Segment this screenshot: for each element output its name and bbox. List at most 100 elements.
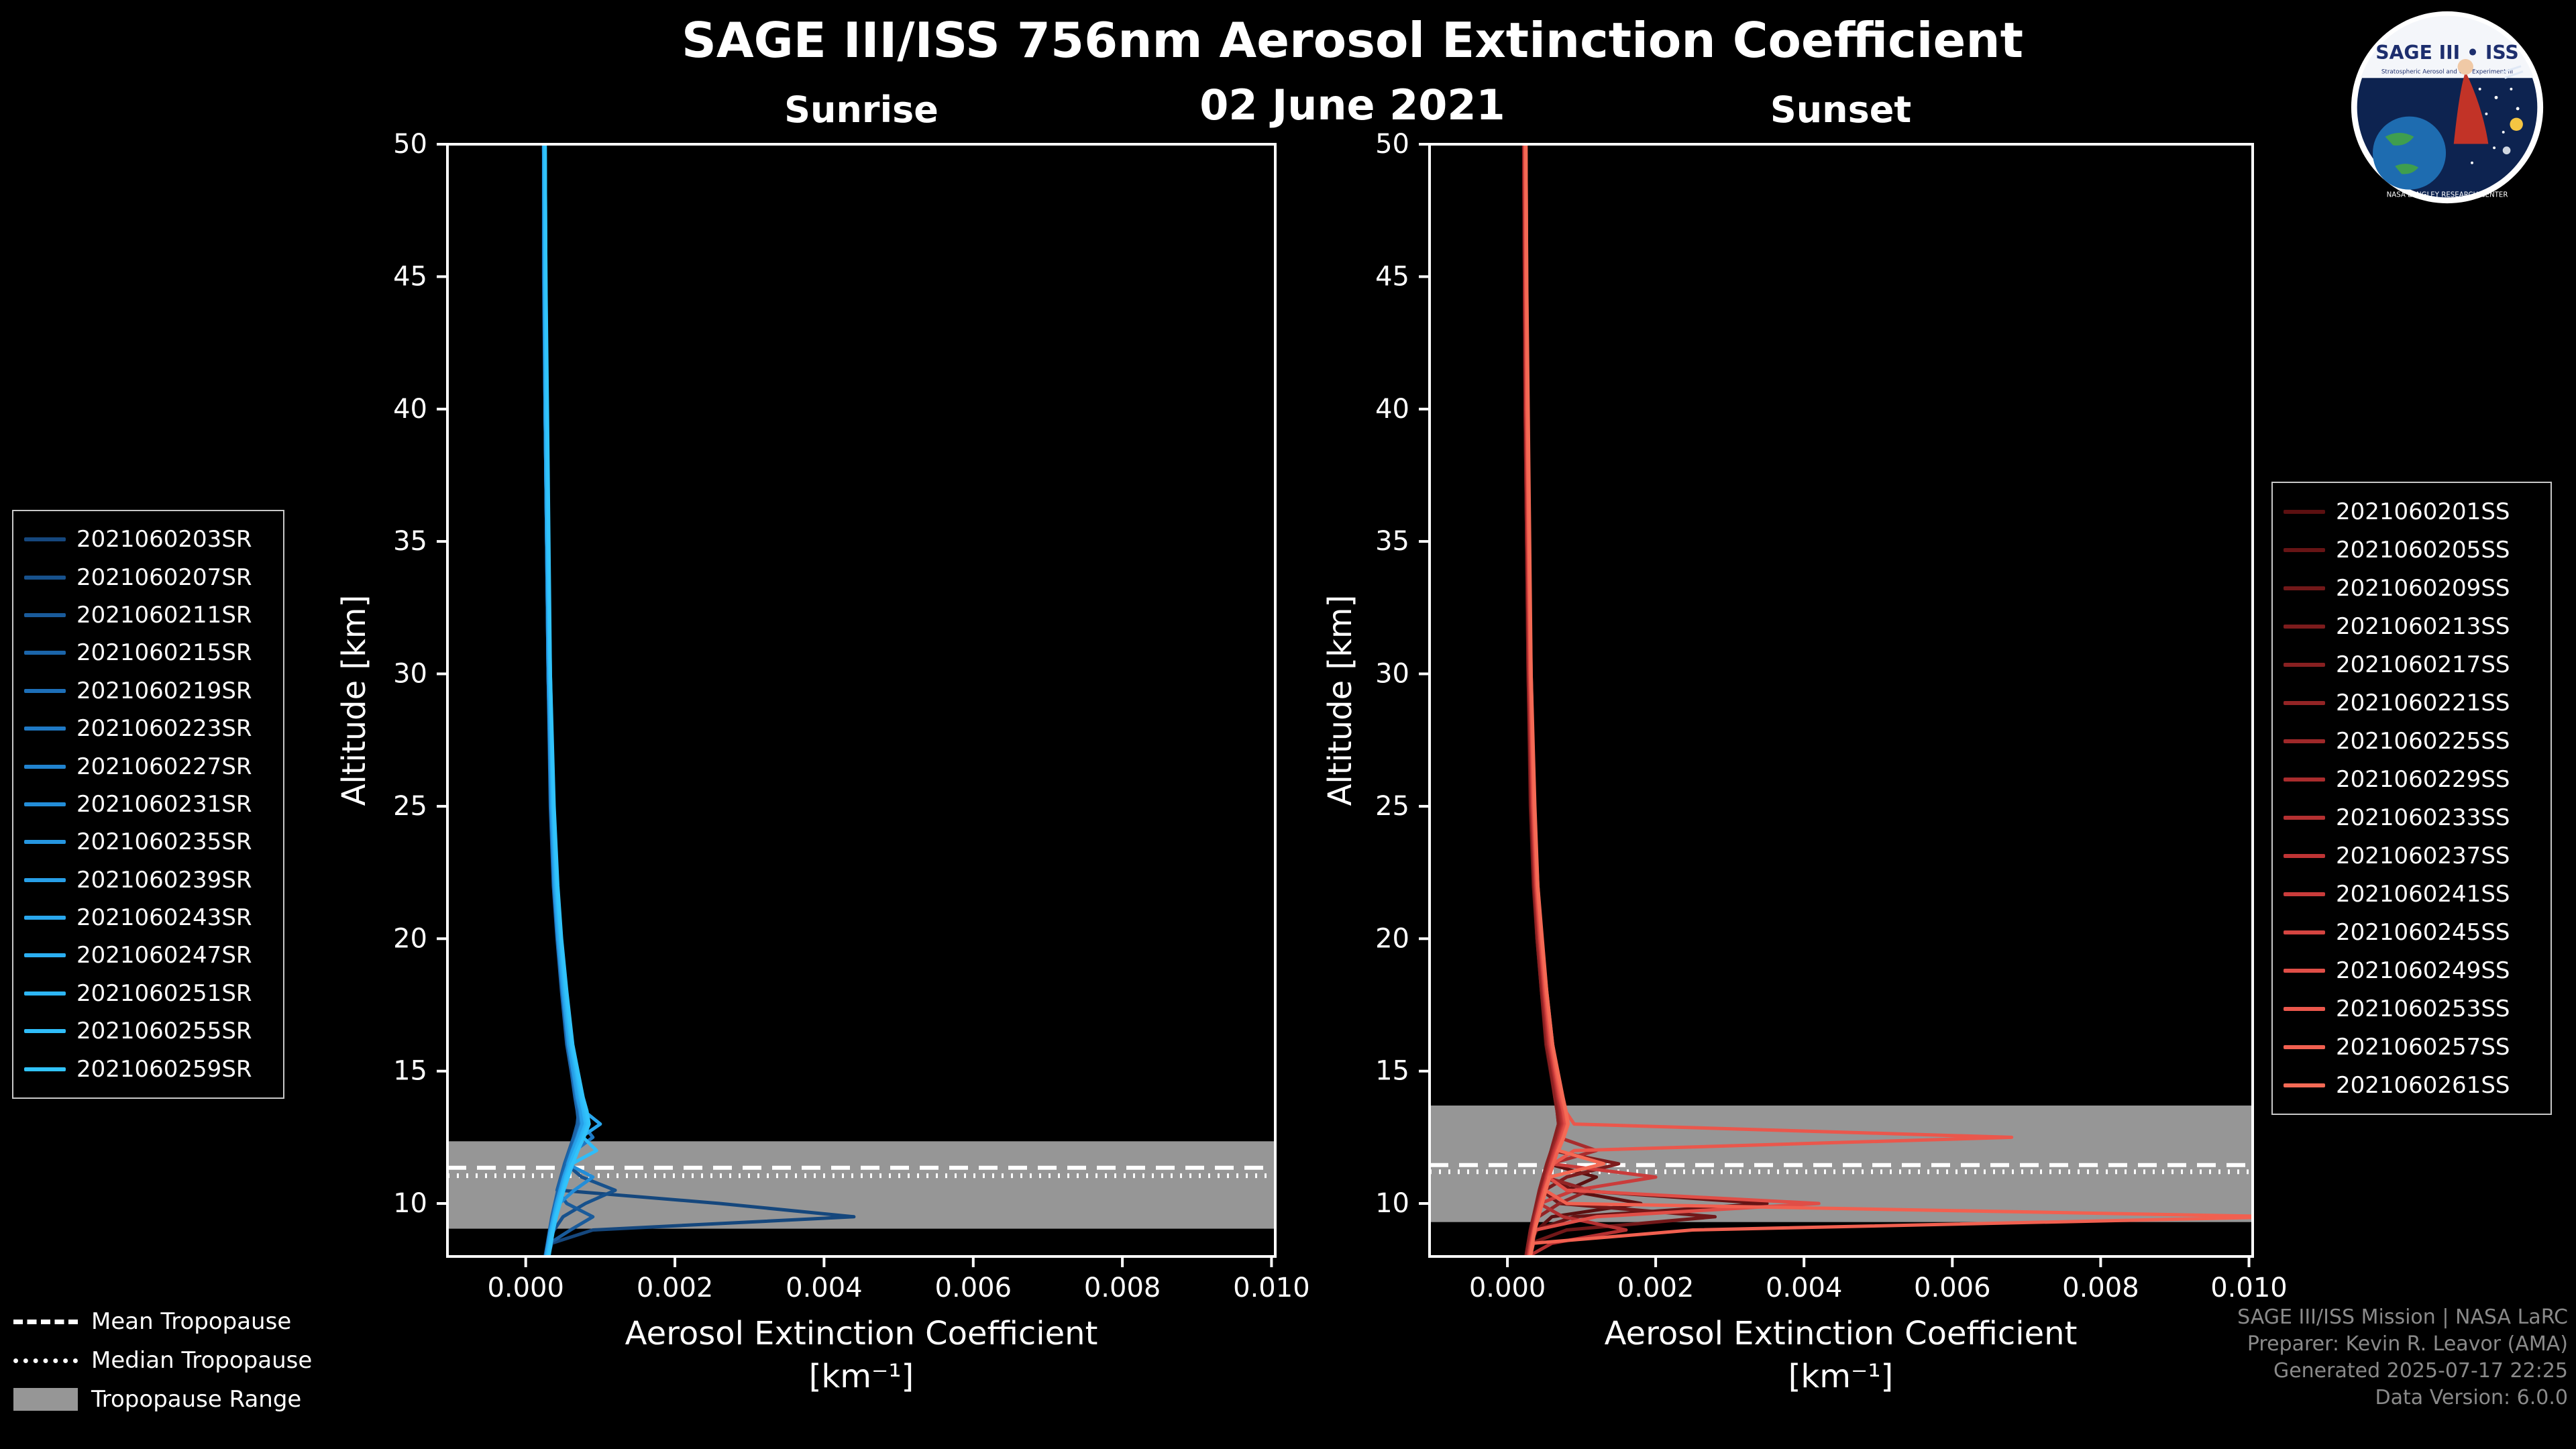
x-tick-label: 0.000: [1469, 1273, 1546, 1303]
legend-item: 2021060237SS: [2284, 838, 2540, 874]
x-tick-label: 0.010: [2210, 1273, 2288, 1303]
legend-item: 2021060217SS: [2284, 647, 2540, 683]
legend-item: 2021060221SS: [2284, 685, 2540, 721]
panel-sunrise: 0.000 0.002 0.004 0.006 0.008 0.010 10 15 20 25 30…: [393, 129, 1310, 1303]
legend-line-swatch: [2284, 1083, 2325, 1087]
x-tick-label: 0.004: [786, 1273, 863, 1303]
y-tick-label: 15: [393, 1056, 427, 1087]
x-tick-label: 0.006: [1914, 1273, 1991, 1303]
legend-item: 2021060225SS: [2284, 723, 2540, 759]
legend-line-swatch: [24, 575, 66, 580]
y-tick-label: 25: [1375, 791, 1409, 822]
x-axis-unit-text: [km⁻¹]: [808, 1358, 914, 1395]
legend-item: 2021060261SS: [2284, 1067, 2540, 1104]
profile-2021060261SS: [1524, 144, 1606, 1256]
legend-line-swatch: [24, 688, 66, 693]
legend-item: 2021060257SS: [2284, 1029, 2540, 1065]
y-tick-label: 25: [393, 791, 427, 822]
legend-item: 2021060235SR: [24, 824, 272, 860]
legend-item: 2021060209SS: [2284, 570, 2540, 606]
legend-line-swatch: [2284, 509, 2325, 514]
sage-iss-logo: SAGE III • ISS Stratospheric Aerosol and…: [2351, 11, 2544, 204]
legend-item-label: 2021060247SR: [76, 942, 252, 969]
legend-line-swatch: [2284, 968, 2325, 973]
legend-item-label: 2021060235SR: [76, 828, 252, 856]
legend-item-label: 2021060259SR: [76, 1055, 252, 1083]
y-tick-label: 15: [1375, 1056, 1409, 1087]
x-tick-label: 0.000: [487, 1273, 564, 1303]
legend-line-swatch: [2284, 777, 2325, 782]
x-axis-label-text: Aerosol Extinction Coefficient: [625, 1315, 1098, 1352]
plot-svg-sunrise: 0.000 0.002 0.004 0.006 0.008 0.010 10 15 20 25 30…: [393, 129, 1310, 1303]
legend-item: 2021060219SR: [24, 673, 272, 709]
legend-item-label: 2021060233SS: [2336, 804, 2510, 831]
dotted-line-swatch: [13, 1358, 78, 1363]
legend-item-label: 2021060213SS: [2336, 612, 2510, 640]
plot-svg-sunset: 0.000 0.002 0.004 0.006 0.008 0.010 10 15 20 25 30…: [1375, 129, 2288, 1303]
credit-preparer: Preparer: Kevin R. Leavor (AMA): [2247, 1332, 2568, 1356]
profile-2021060259SR: [543, 144, 591, 1256]
legend-line-swatch: [24, 840, 66, 845]
y-tick-label: 40: [1375, 394, 1409, 425]
legend-item-label: 2021060227SR: [76, 753, 252, 780]
legend-item: 2021060203SR: [24, 521, 272, 557]
legend-item: 2021060241SS: [2284, 876, 2540, 912]
legend-line-swatch: [2284, 930, 2325, 934]
sun-icon: [2510, 117, 2523, 131]
legend-line-swatch: [24, 764, 66, 769]
legend-line-swatch: [24, 916, 66, 920]
mean-tropopause-label: Mean Tropopause: [91, 1308, 292, 1335]
plot-frame: [446, 143, 1277, 1258]
legend-item: 2021060201SS: [2284, 494, 2540, 530]
profile-2021060249SS: [1523, 144, 1821, 1256]
robed-figure-icon: [2453, 58, 2489, 144]
legend-item: 2021060259SR: [24, 1051, 272, 1087]
legend-line-swatch: [24, 612, 66, 617]
credit-version: Data Version: 6.0.0: [2375, 1386, 2568, 1409]
earth-continent: [2395, 164, 2419, 174]
legend-item-label: 2021060203SR: [76, 526, 252, 553]
legend-item: 2021060233SS: [2284, 800, 2540, 836]
legend-line-swatch: [24, 1067, 66, 1071]
chart-title: SAGE III/ISS 756nm Aerosol Extinction Co…: [681, 12, 2024, 68]
legend-item-label: 2021060243SR: [76, 904, 252, 932]
legend-item-label: 2021060221SS: [2336, 689, 2510, 716]
x-tick-label: 0.006: [935, 1273, 1012, 1303]
legend-item: 2021060255SR: [24, 1013, 272, 1049]
legend-item-label: 2021060215SR: [76, 639, 252, 667]
moon-icon: [2502, 146, 2511, 155]
y-tick-label: 35: [393, 526, 427, 557]
legend-item: 2021060215SR: [24, 635, 272, 671]
legend-item: 2021060245SS: [2284, 914, 2540, 951]
y-tick-label: 50: [1375, 129, 1409, 160]
legend-line-swatch: [2284, 1006, 2325, 1011]
gray-band-swatch: [13, 1388, 78, 1411]
legend-line-swatch: [2284, 815, 2325, 820]
legend-line-swatch: [2284, 853, 2325, 858]
legend-item-label: 2021060253SS: [2336, 995, 2510, 1022]
legend-line-swatch: [24, 802, 66, 806]
median-tropopause-legend-item: Median Tropopause: [13, 1346, 312, 1375]
logo-title: SAGE III • ISS: [2375, 42, 2519, 64]
legend-item: 2021060231SR: [24, 786, 272, 822]
y-tick-label: 35: [1375, 526, 1409, 557]
legend-item-label: 2021060207SR: [76, 564, 252, 591]
legend-item: 2021060243SR: [24, 900, 272, 936]
x-tick-label: 0.008: [1084, 1273, 1161, 1303]
logo-subtitle: Stratospheric Aerosol and Gas Experiment…: [2381, 68, 2513, 75]
legend-item-label: 2021060241SS: [2336, 880, 2510, 908]
logo-top-band: [2360, 15, 2534, 78]
y-tick-label: 20: [1375, 923, 1409, 954]
legend-line-swatch: [2284, 700, 2325, 705]
iss-icon: [2501, 65, 2524, 79]
profile-2021060255SR: [543, 144, 598, 1256]
x-tick-label: 0.008: [2062, 1273, 2139, 1303]
legend-item: 2021060229SS: [2284, 761, 2540, 798]
legend-item: 2021060223SR: [24, 710, 272, 747]
legend-item-label: 2021060249SS: [2336, 957, 2510, 984]
legend-item-label: 2021060201SS: [2336, 498, 2510, 525]
panel-title-sunset: Sunset: [1770, 89, 1912, 131]
legend-item-label: 2021060209SS: [2336, 574, 2510, 602]
legend-line-swatch: [2284, 1044, 2325, 1049]
y-tick-label: 50: [393, 129, 427, 160]
